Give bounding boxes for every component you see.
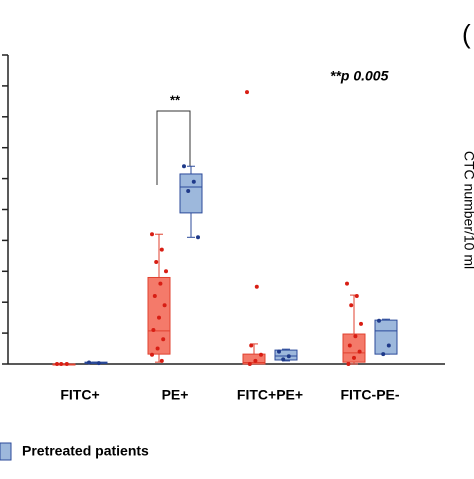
data-point: [245, 90, 249, 95]
data-point: [377, 318, 381, 323]
data-point: [247, 362, 252, 366]
legend-swatch: [0, 442, 12, 461]
data-point: [347, 343, 352, 348]
data-point: [186, 188, 191, 193]
data-point: [352, 355, 356, 360]
data-point: [157, 315, 161, 320]
box: [374, 319, 398, 355]
data-point: [349, 303, 354, 308]
y-axis-label: CTC number/10 ml: [461, 151, 474, 269]
data-point: [345, 281, 349, 286]
data-point: [381, 352, 386, 357]
box: [342, 333, 366, 363]
data-point: [55, 362, 59, 366]
significance: **: [170, 92, 181, 107]
data-point: [159, 358, 164, 363]
data-point: [87, 360, 91, 365]
data-point: [164, 269, 168, 274]
data-point: [158, 281, 163, 286]
data-point: [150, 232, 154, 237]
data-point: [259, 352, 263, 357]
data-point: [286, 354, 291, 359]
data-point: [249, 343, 254, 348]
data-point: [59, 362, 64, 366]
data-point: [196, 235, 200, 240]
data-point: [277, 349, 281, 354]
bracket: [156, 110, 191, 185]
x-tick-label: PE+: [162, 387, 189, 403]
panel-label: (: [462, 19, 471, 49]
x-tick-label: FITC+: [60, 387, 99, 403]
data-point: [159, 247, 164, 252]
box: [179, 173, 203, 214]
legend-label: Pretreated patients: [22, 443, 149, 459]
annotation: **p 0.005: [330, 68, 389, 84]
data-point: [182, 164, 186, 169]
data-point: [353, 334, 358, 339]
data-point: [64, 362, 69, 366]
data-point: [357, 349, 362, 354]
data-point: [346, 362, 351, 366]
data-point: [254, 284, 259, 289]
box: [274, 349, 298, 361]
data-point: [152, 294, 157, 299]
x-tick-label: FITC+PE+: [237, 387, 303, 403]
data-point: [150, 352, 154, 357]
data-point: [162, 303, 167, 308]
x-tick-label: FITC-PE-: [340, 387, 399, 403]
data-point: [354, 294, 359, 299]
data-point: [161, 337, 166, 342]
data-point: [96, 361, 101, 366]
data-point: [281, 357, 286, 362]
data-point: [191, 179, 196, 184]
box: [242, 353, 266, 365]
data-point: [386, 343, 391, 348]
data-point: [154, 260, 159, 265]
data-point: [151, 328, 156, 333]
data-point: [359, 321, 363, 326]
data-point: [155, 346, 160, 351]
data-point: [253, 358, 258, 363]
